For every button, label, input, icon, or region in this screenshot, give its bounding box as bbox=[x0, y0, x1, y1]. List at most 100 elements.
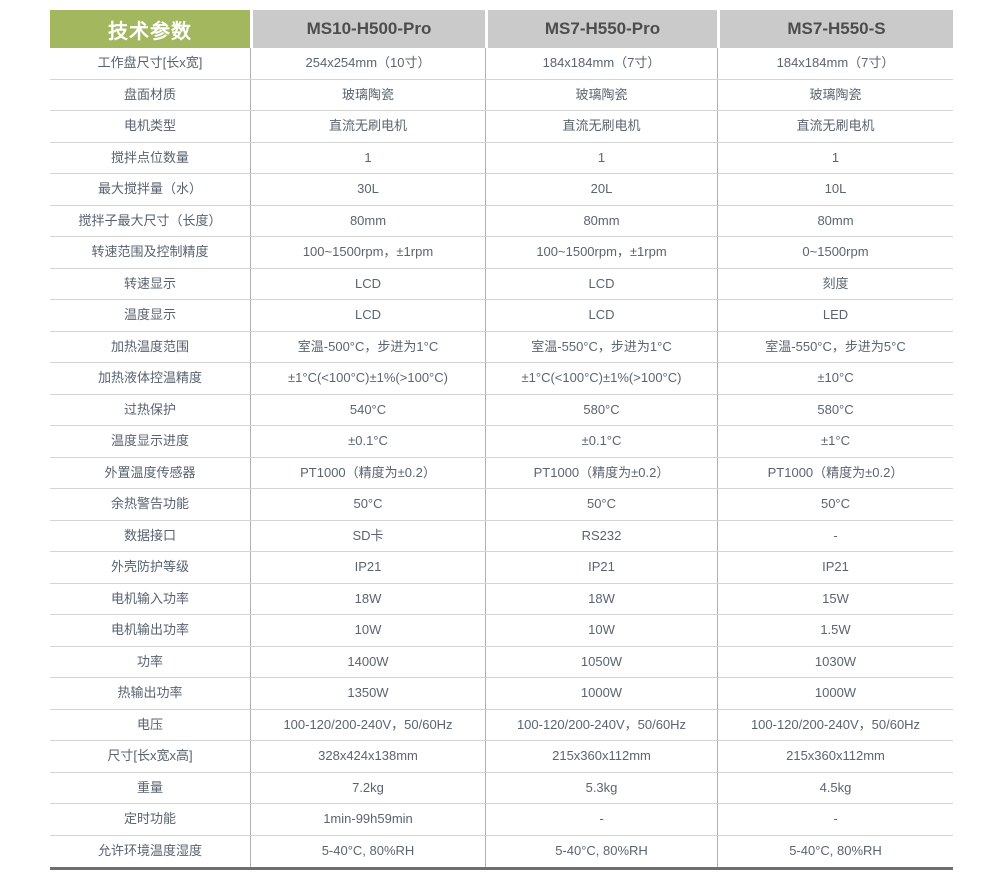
table-row: 最大搅拌量（水） 30L 20L 10L bbox=[50, 174, 953, 206]
spec-row-label: 定时功能 bbox=[123, 811, 176, 827]
header-cell-model-2: MS7-H550-Pro bbox=[485, 10, 717, 48]
table-body: 工作盘尺寸[长x宽] 254x254mm（10寸） 184x184mm（7寸） … bbox=[50, 48, 953, 867]
spec-cell-model-2: 玻璃陶瓷 bbox=[485, 79, 717, 110]
spec-cell-model-2: 18W bbox=[485, 583, 717, 614]
table-row: 定时功能 1min-99h59min - - bbox=[50, 804, 953, 836]
table-header-row: 技术参数 MS10-H500-Pro MS7-H550-Pro MS7-H550… bbox=[50, 10, 953, 48]
table-row: 电压 100-120/200-240V，50/60Hz 100-120/200-… bbox=[50, 709, 953, 741]
spec-row-label: 最大搅拌量（水） bbox=[97, 181, 202, 197]
spec-cell-model-3: LED bbox=[717, 300, 953, 331]
spec-row-label: 电机输入功率 bbox=[110, 590, 189, 606]
spec-cell-model-1: 30L bbox=[250, 174, 485, 205]
spec-row-label: 电机类型 bbox=[123, 118, 176, 134]
spec-cell-model-3: 直流无刷电机 bbox=[717, 111, 953, 142]
spec-cell-model-3: 50°C bbox=[717, 489, 953, 520]
spec-cell-model-3: ±10°C bbox=[717, 363, 953, 394]
spec-cell-model-1: 18W bbox=[250, 583, 485, 614]
table-row: 余热警告功能 50°C 50°C 50°C bbox=[50, 489, 953, 521]
spec-cell-model-3: 10L bbox=[717, 174, 953, 205]
spec-cell-model-1: LCD bbox=[250, 300, 485, 331]
spec-cell-model-2: PT1000（精度为±0.2） bbox=[485, 457, 717, 488]
spec-cell-model-2: 184x184mm（7寸） bbox=[485, 48, 717, 79]
spec-row-label: 电机输出功率 bbox=[110, 622, 189, 638]
spec-cell-model-2: 1 bbox=[485, 142, 717, 173]
spec-row-label: 数据接口 bbox=[123, 527, 176, 543]
spec-cell-model-3: PT1000（精度为±0.2） bbox=[717, 457, 953, 488]
spec-cell-model-3: 4.5kg bbox=[717, 772, 953, 803]
spec-cell-model-3: 刻度 bbox=[717, 268, 953, 299]
table-row: 转速显示 LCD LCD 刻度 bbox=[50, 268, 953, 300]
spec-cell-model-1: LCD bbox=[250, 268, 485, 299]
spec-cell-model-2: 1000W bbox=[485, 678, 717, 709]
spec-cell-model-3: 1 bbox=[717, 142, 953, 173]
spec-cell-model-1: 1 bbox=[250, 142, 485, 173]
spec-row-label: 搅拌点位数量 bbox=[110, 149, 189, 165]
spec-cell-model-1: 328x424x138mm bbox=[250, 741, 485, 772]
spec-row-label: 尺寸[长x宽x高] bbox=[107, 748, 193, 764]
table-row: 加热温度范围 室温-500°C，步进为1°C 室温-550°C，步进为1°C 室… bbox=[50, 331, 953, 363]
spec-cell-model-3: - bbox=[717, 520, 953, 551]
spec-cell-model-2: 5-40°C, 80%RH bbox=[485, 835, 717, 867]
table-row: 热输出功率 1350W 1000W 1000W bbox=[50, 678, 953, 710]
table-row: 功率 1400W 1050W 1030W bbox=[50, 646, 953, 678]
spec-cell-model-3: 1000W bbox=[717, 678, 953, 709]
spec-cell-model-2: IP21 bbox=[485, 552, 717, 583]
spec-cell-model-1: 100-120/200-240V，50/60Hz bbox=[250, 709, 485, 740]
spec-cell-model-3: 80mm bbox=[717, 205, 953, 236]
spec-cell-model-2: 80mm bbox=[485, 205, 717, 236]
spec-cell-model-2: 10W bbox=[485, 615, 717, 646]
spec-cell-model-3: 580°C bbox=[717, 394, 953, 425]
spec-cell-model-2: 室温-550°C，步进为1°C bbox=[485, 331, 717, 362]
table-row: 温度显示进度 ±0.1°C ±0.1°C ±1°C bbox=[50, 426, 953, 458]
spec-cell-model-1: 5-40°C, 80%RH bbox=[250, 835, 485, 867]
spec-cell-model-2: ±0.1°C bbox=[485, 426, 717, 457]
spec-cell-model-3: 184x184mm（7寸） bbox=[717, 48, 953, 79]
spec-cell-model-3: IP21 bbox=[717, 552, 953, 583]
spec-cell-model-1: 1400W bbox=[250, 646, 485, 677]
spec-cell-model-1: 254x254mm（10寸） bbox=[250, 48, 485, 79]
spec-cell-model-1: 50°C bbox=[250, 489, 485, 520]
spec-cell-model-3: 5-40°C, 80%RH bbox=[717, 835, 953, 867]
table-row: 电机类型 直流无刷电机 直流无刷电机 直流无刷电机 bbox=[50, 111, 953, 143]
spec-row-label: 外置温度传感器 bbox=[104, 464, 196, 480]
table-row: 加热液体控温精度 ±1°C(<100°C)±1%(>100°C) ±1°C(<1… bbox=[50, 363, 953, 395]
table-row: 外壳防护等级 IP21 IP21 IP21 bbox=[50, 552, 953, 584]
spec-cell-model-3: 100-120/200-240V，50/60Hz bbox=[717, 709, 953, 740]
spec-row-label: 温度显示进度 bbox=[110, 433, 189, 449]
spec-row-label: 功率 bbox=[136, 653, 163, 669]
spec-cell-model-2: 直流无刷电机 bbox=[485, 111, 717, 142]
spec-cell-model-1: 100~1500rpm，±1rpm bbox=[250, 237, 485, 268]
table-row: 盘面材质 玻璃陶瓷 玻璃陶瓷 玻璃陶瓷 bbox=[50, 79, 953, 111]
spec-cell-model-1: 80mm bbox=[250, 205, 485, 236]
header-cell-model-1: MS10-H500-Pro bbox=[250, 10, 485, 48]
spec-cell-model-3: 215x360x112mm bbox=[717, 741, 953, 772]
spec-cell-model-2: 5.3kg bbox=[485, 772, 717, 803]
spec-cell-model-3: 0~1500rpm bbox=[717, 237, 953, 268]
table-row: 转速范围及控制精度 100~1500rpm，±1rpm 100~1500rpm，… bbox=[50, 237, 953, 269]
spec-cell-model-2: - bbox=[485, 804, 717, 835]
spec-row-label: 搅拌子最大尺寸（长度） bbox=[78, 212, 222, 228]
spec-cell-model-3: 15W bbox=[717, 583, 953, 614]
header-cell-model-3: MS7-H550-S bbox=[717, 10, 953, 48]
spec-cell-model-3: 室温-550°C，步进为5°C bbox=[717, 331, 953, 362]
table-row: 重量 7.2kg 5.3kg 4.5kg bbox=[50, 772, 953, 804]
spec-cell-model-2: LCD bbox=[485, 300, 717, 331]
spec-row-label: 温度显示 bbox=[123, 307, 176, 323]
spec-cell-model-1: IP21 bbox=[250, 552, 485, 583]
table-row: 外置温度传感器 PT1000（精度为±0.2） PT1000（精度为±0.2） … bbox=[50, 457, 953, 489]
spec-cell-model-2: ±1°C(<100°C)±1%(>100°C) bbox=[485, 363, 717, 394]
spec-cell-model-1: SD卡 bbox=[250, 520, 485, 551]
spec-cell-model-2: 1050W bbox=[485, 646, 717, 677]
table-row: 工作盘尺寸[长x宽] 254x254mm（10寸） 184x184mm（7寸） … bbox=[50, 48, 953, 80]
spec-row-label: 重量 bbox=[136, 779, 163, 795]
spec-cell-model-1: 1350W bbox=[250, 678, 485, 709]
spec-cell-model-2: 50°C bbox=[485, 489, 717, 520]
spec-cell-model-1: PT1000（精度为±0.2） bbox=[250, 457, 485, 488]
spec-cell-model-1: 直流无刷电机 bbox=[250, 111, 485, 142]
spec-cell-model-1: 540°C bbox=[250, 394, 485, 425]
spec-cell-model-1: 玻璃陶瓷 bbox=[250, 79, 485, 110]
spec-row-label: 转速范围及控制精度 bbox=[91, 244, 209, 260]
spec-cell-model-2: LCD bbox=[485, 268, 717, 299]
spec-cell-model-2: 100~1500rpm，±1rpm bbox=[485, 237, 717, 268]
